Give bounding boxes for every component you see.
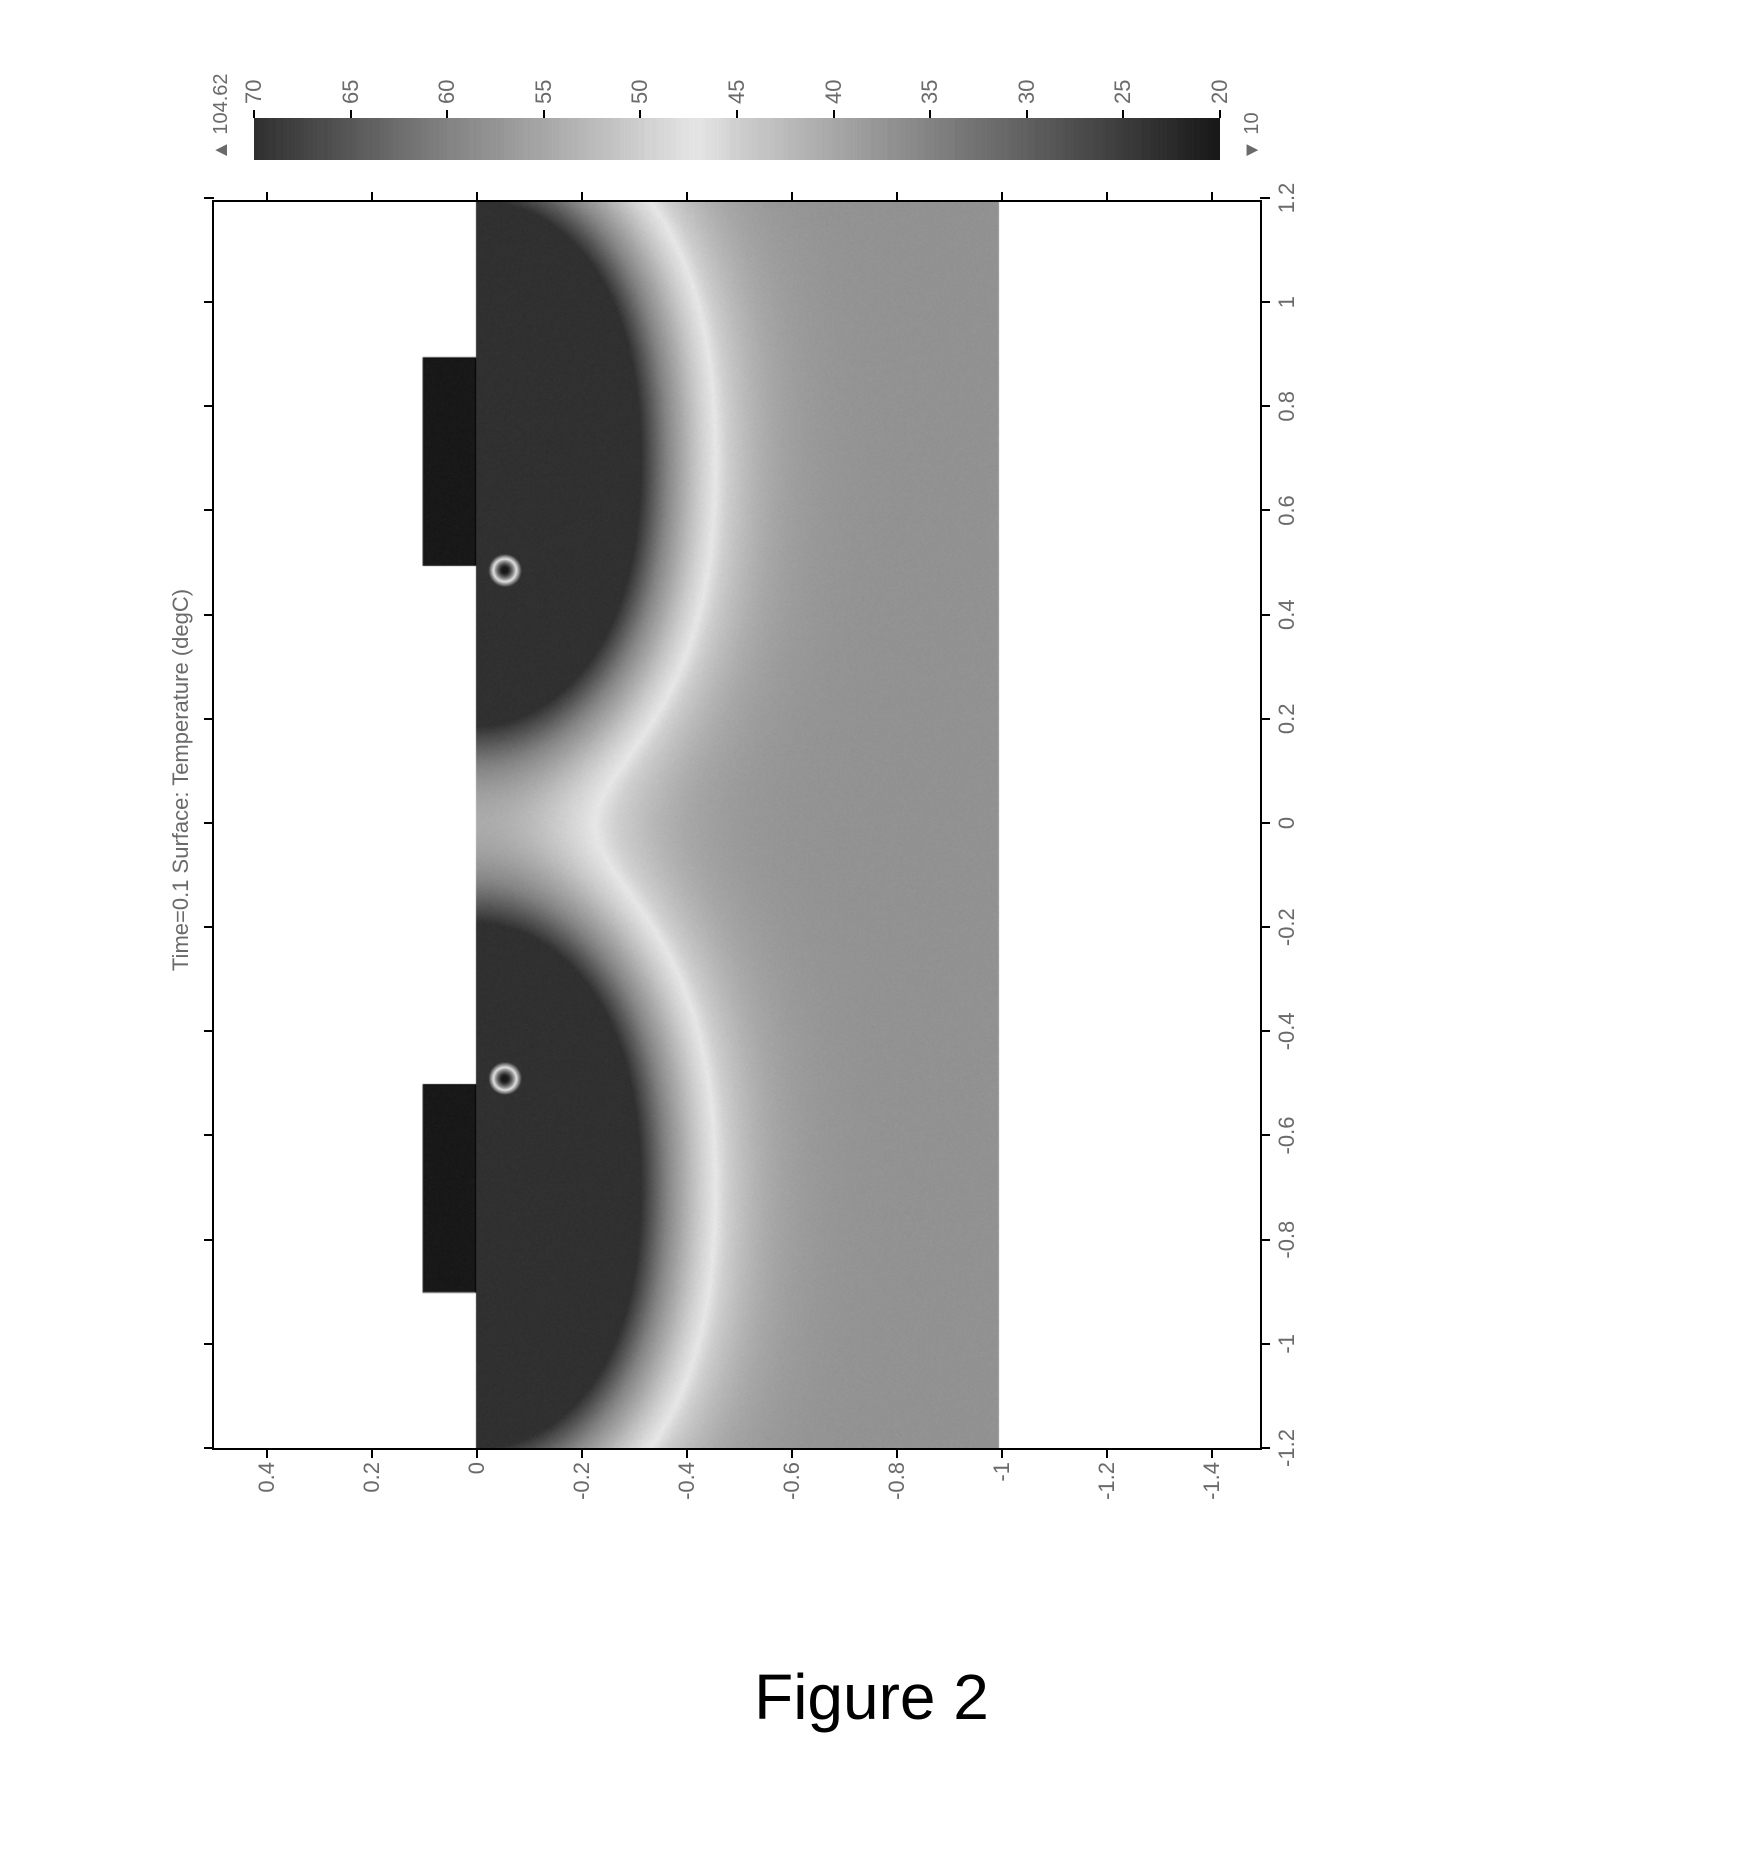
y-tick-label: -0.2 bbox=[568, 1462, 594, 1500]
x-tick-label: 0.4 bbox=[1274, 599, 1300, 630]
x-tick-label: -0.8 bbox=[1274, 1221, 1300, 1259]
y-tick-label: -1.4 bbox=[1198, 1462, 1224, 1500]
y-tick-label: -1 bbox=[988, 1462, 1014, 1482]
rotated-figure: Time=0.1 Surface: Temperature (degC) -1.… bbox=[162, 0, 1582, 1560]
heatmap-canvas bbox=[214, 202, 1260, 1448]
x-tick-label: -0.6 bbox=[1274, 1117, 1300, 1155]
y-tick-label: 0.4 bbox=[253, 1462, 279, 1493]
colorbar-max-label: ▲ 104.62 bbox=[210, 73, 233, 160]
colorbar-tick-label: 55 bbox=[530, 80, 556, 104]
colorbar-tick-label: 45 bbox=[724, 80, 750, 104]
x-tick-label: -0.4 bbox=[1274, 1012, 1300, 1050]
colorbar-tick-label: 20 bbox=[1207, 80, 1233, 104]
page: Time=0.1 Surface: Temperature (degC) -1.… bbox=[0, 0, 1743, 1852]
colorbar-tick-label: 30 bbox=[1013, 80, 1039, 104]
colorbar-tick-label: 70 bbox=[241, 80, 267, 104]
y-tick-label: -0.8 bbox=[883, 1462, 909, 1500]
y-tick-label: -0.6 bbox=[778, 1462, 804, 1500]
colorbar: ▲ 104.62 ▼ 10 20 25 30 35 40 45 50 55 60 65 70 bbox=[212, 10, 1262, 160]
y-tick-label: 0.2 bbox=[358, 1462, 384, 1493]
colorbar-min-label: ▼ 10 bbox=[1241, 112, 1264, 160]
x-tick-label: 0.8 bbox=[1274, 391, 1300, 422]
colorbar-gradient bbox=[254, 118, 1220, 160]
figure-content: Time=0.1 Surface: Temperature (degC) -1.… bbox=[162, 0, 1582, 1560]
colorbar-tick-label: 50 bbox=[627, 80, 653, 104]
colorbar-tick-label: 40 bbox=[820, 80, 846, 104]
x-tick-label: 0.2 bbox=[1274, 704, 1300, 735]
y-tick-label: 0 bbox=[463, 1462, 489, 1474]
x-tick-label: 1.2 bbox=[1274, 183, 1300, 214]
x-tick-label: -0.2 bbox=[1274, 908, 1300, 946]
figure-caption: Figure 2 bbox=[754, 1660, 989, 1734]
plot-axes: -1.2-1-0.8-0.6-0.4-0.200.20.40.60.811.2-… bbox=[212, 200, 1262, 1450]
x-tick-label: 0.6 bbox=[1274, 495, 1300, 526]
plot-title: Time=0.1 Surface: Temperature (degC) bbox=[168, 589, 194, 971]
x-tick-label: -1 bbox=[1274, 1334, 1300, 1354]
colorbar-tick-label: 60 bbox=[434, 80, 460, 104]
y-tick-label: -1.2 bbox=[1093, 1462, 1119, 1500]
colorbar-tick-label: 65 bbox=[337, 80, 363, 104]
colorbar-tick-label: 35 bbox=[917, 80, 943, 104]
colorbar-tick-label: 25 bbox=[1110, 80, 1136, 104]
x-tick-label: -1.2 bbox=[1274, 1429, 1300, 1467]
x-tick-label: 1 bbox=[1274, 296, 1300, 308]
y-tick-label: -0.4 bbox=[673, 1462, 699, 1500]
x-tick-label: 0 bbox=[1274, 817, 1300, 829]
